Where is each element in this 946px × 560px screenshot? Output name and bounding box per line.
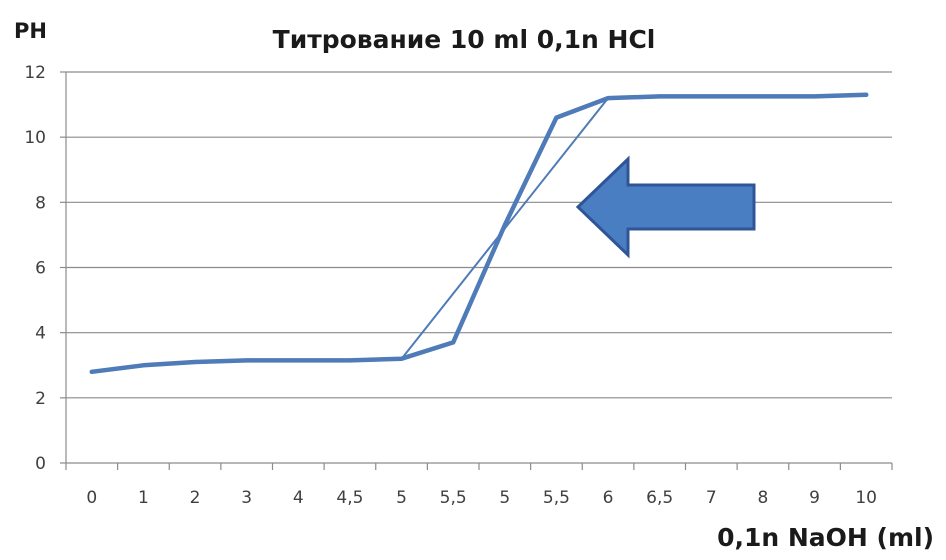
y-tick-label: 8 xyxy=(35,193,46,213)
data-point xyxy=(296,358,301,363)
chart-title: Титрование 10 ml 0,1n HCl xyxy=(273,25,656,54)
x-tick-label: 4 xyxy=(293,488,304,508)
data-point xyxy=(399,356,404,361)
data-point xyxy=(554,115,559,120)
x-tick-label: 5,5 xyxy=(543,488,570,508)
arrow-annotation xyxy=(575,155,756,259)
x-tick-label: 5 xyxy=(499,488,510,508)
x-tick-label: 5,5 xyxy=(440,488,467,508)
x-tick-label: 1 xyxy=(138,488,149,508)
left-arrow-shape xyxy=(575,155,756,259)
data-point xyxy=(606,96,611,101)
x-tick-label: 2 xyxy=(190,488,201,508)
y-tick-label: 4 xyxy=(35,324,46,344)
y-tick-label: 12 xyxy=(24,63,46,83)
x-tick-label: 4,5 xyxy=(336,488,363,508)
data-point xyxy=(451,340,456,345)
x-tick-label: 8 xyxy=(758,488,769,508)
x-tick-label: 3 xyxy=(241,488,252,508)
data-point xyxy=(812,94,817,99)
data-points xyxy=(89,92,869,374)
data-point xyxy=(141,363,146,368)
series-line-main xyxy=(89,92,869,375)
gridlines xyxy=(66,71,892,399)
axes xyxy=(60,71,893,470)
data-point xyxy=(864,92,869,97)
data-point xyxy=(193,359,198,364)
x-tick-label: 7 xyxy=(706,488,717,508)
x-axis-label: 0,1n NaOH (ml) xyxy=(717,523,934,552)
series-lines xyxy=(89,92,869,375)
y-tick-label: 0 xyxy=(35,454,46,474)
x-tick-labels: 0 1 2 3 4 4,5 5 5,5 5 5,5 6 6,5 7 8 9 10 xyxy=(86,488,877,508)
data-point xyxy=(760,94,765,99)
x-tick-label: 0 xyxy=(86,488,97,508)
x-tick-label: 10 xyxy=(855,488,877,508)
data-point xyxy=(89,369,94,374)
series-line-tangent xyxy=(400,97,610,360)
y-tick-labels: 0 2 4 6 8 10 12 xyxy=(24,63,46,474)
data-point xyxy=(657,94,662,99)
y-tick-label: 6 xyxy=(35,259,46,279)
x-tick-label: 6 xyxy=(603,488,614,508)
y-tick-label: 10 xyxy=(24,128,46,148)
y-tick-label: 2 xyxy=(35,389,46,409)
data-point xyxy=(244,358,249,363)
data-point xyxy=(502,223,507,228)
x-tick-label: 6,5 xyxy=(646,488,673,508)
data-point xyxy=(347,358,352,363)
x-tick-label: 5 xyxy=(396,488,407,508)
data-point xyxy=(709,94,714,99)
y-axis-label: PH xyxy=(14,19,47,43)
x-tick-label: 9 xyxy=(809,488,820,508)
